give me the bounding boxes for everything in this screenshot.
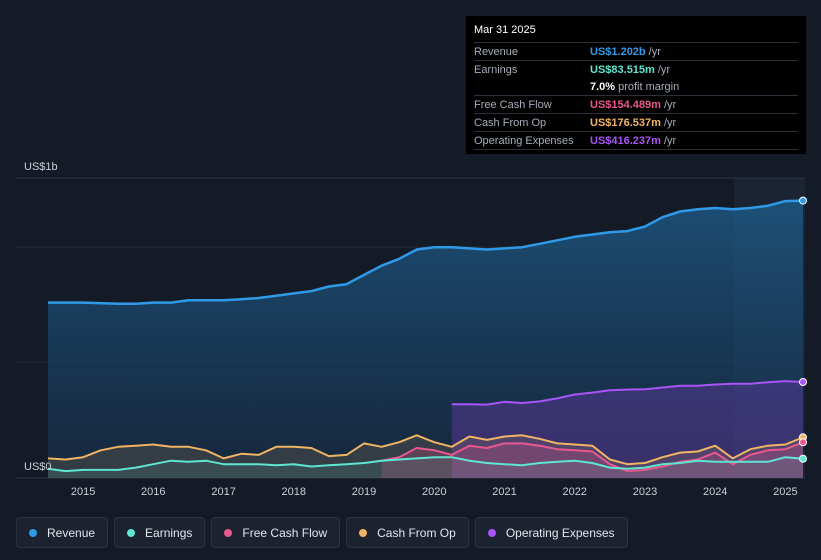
free-cash-flow-area (381, 442, 803, 478)
legend-item-cash-from-op[interactable]: Cash From Op (346, 517, 469, 548)
tooltip-value: US$176.537m (590, 116, 661, 129)
legend-label: Earnings (145, 525, 193, 540)
x-tick-label: 2025 (773, 486, 797, 498)
x-tick-label: 2018 (282, 486, 306, 498)
tooltip-suffix: /yr (648, 45, 661, 58)
tooltip-suffix: /yr (663, 116, 677, 129)
tooltip-label: Free Cash Flow (474, 98, 552, 111)
free-cash-flow-end-dot (799, 438, 807, 447)
tooltip-row-operating-expenses: Operating Expenses US$416.237m /yr (474, 132, 798, 150)
tooltip-value: US$83.515m (590, 63, 655, 76)
x-tick-label: 2019 (352, 486, 376, 498)
legend-dot-icon (127, 528, 136, 537)
x-tick-label: 2015 (71, 486, 95, 498)
x-tick-label: 2017 (211, 486, 235, 498)
legend-dot-icon (224, 528, 233, 537)
legend-label: Revenue (47, 525, 96, 540)
tooltip-suffix: /yr (663, 134, 677, 147)
series-areas (48, 200, 803, 478)
legend-label: Operating Expenses (505, 525, 615, 540)
legend-item-free-cash-flow[interactable]: Free Cash Flow (211, 517, 341, 548)
legend-item-operating-expenses[interactable]: Operating Expenses (474, 517, 628, 548)
earnings-end-dot (799, 454, 807, 463)
chart-legend: Revenue Earnings Free Cash Flow Cash Fro… (16, 517, 628, 548)
series-end-dots (799, 196, 807, 463)
tooltip-suffix: /yr (663, 98, 677, 111)
x-tick-label: 2020 (422, 486, 446, 498)
x-tick-label: 2024 (703, 486, 727, 498)
tooltip-row-cash-from-op: Cash From Op US$176.537m /yr (474, 114, 798, 132)
x-tick-label: 2016 (141, 486, 165, 498)
cash-from-op-line (47, 434, 804, 466)
free-cash-flow-line (381, 441, 804, 473)
series-lines (47, 199, 804, 473)
x-axis-ticks: 2015 2016 2017 2018 2019 2020 2021 2022 2023 2024… (71, 486, 798, 498)
legend-dot-icon (487, 528, 496, 537)
tooltip-label: Earnings (474, 63, 518, 76)
y-axis-zero-label: US$0 (24, 461, 52, 473)
tooltip-row-revenue: Revenue US$1.202b /yr (474, 43, 798, 61)
legend-dot-icon (29, 528, 37, 537)
tooltip-label: Revenue (474, 45, 519, 58)
tooltip-suffix: /yr (657, 63, 671, 76)
x-tick-label: 2021 (492, 486, 516, 498)
tooltip-date: Mar 31 2025 (474, 23, 798, 43)
operating-expenses-end-dot (799, 378, 807, 386)
tooltip-value: US$154.489m (590, 98, 661, 111)
operating-expenses-line (451, 380, 804, 406)
earnings-line (47, 456, 804, 473)
tooltip-row-free-cash-flow: Free Cash Flow US$154.489m /yr (474, 96, 798, 114)
legend-label: Free Cash Flow (242, 525, 328, 540)
tooltip-label: Operating Expenses (474, 134, 574, 147)
legend-item-earnings[interactable]: Earnings (114, 517, 206, 548)
tooltip-row-profit-margin: 7.0% profit margin (474, 78, 798, 96)
revenue-line (48, 199, 804, 306)
earnings-area (48, 457, 803, 478)
tooltip-value: 7.0% (590, 80, 616, 93)
legend-label: Cash From Op (377, 525, 456, 540)
tooltip-row-earnings: Earnings US$83.515m /yr (474, 61, 798, 78)
tooltip-value: US$1.202b (590, 45, 646, 58)
legend-dot-icon (359, 528, 368, 537)
tooltip-label: Cash From Op (474, 116, 547, 129)
x-tick-label: 2022 (562, 486, 586, 498)
tooltip-suffix: profit margin (618, 80, 680, 93)
y-axis-top-label: US$1b (24, 161, 58, 173)
legend-item-revenue[interactable]: Revenue (16, 517, 109, 548)
revenue-end-dot (799, 196, 807, 205)
revenue-area (48, 200, 803, 478)
x-tick-label: 2023 (633, 486, 657, 498)
tooltip-value: US$416.237m (590, 134, 661, 147)
data-tooltip: Mar 31 2025 Revenue US$1.202b /yr Earnin… (466, 16, 806, 154)
